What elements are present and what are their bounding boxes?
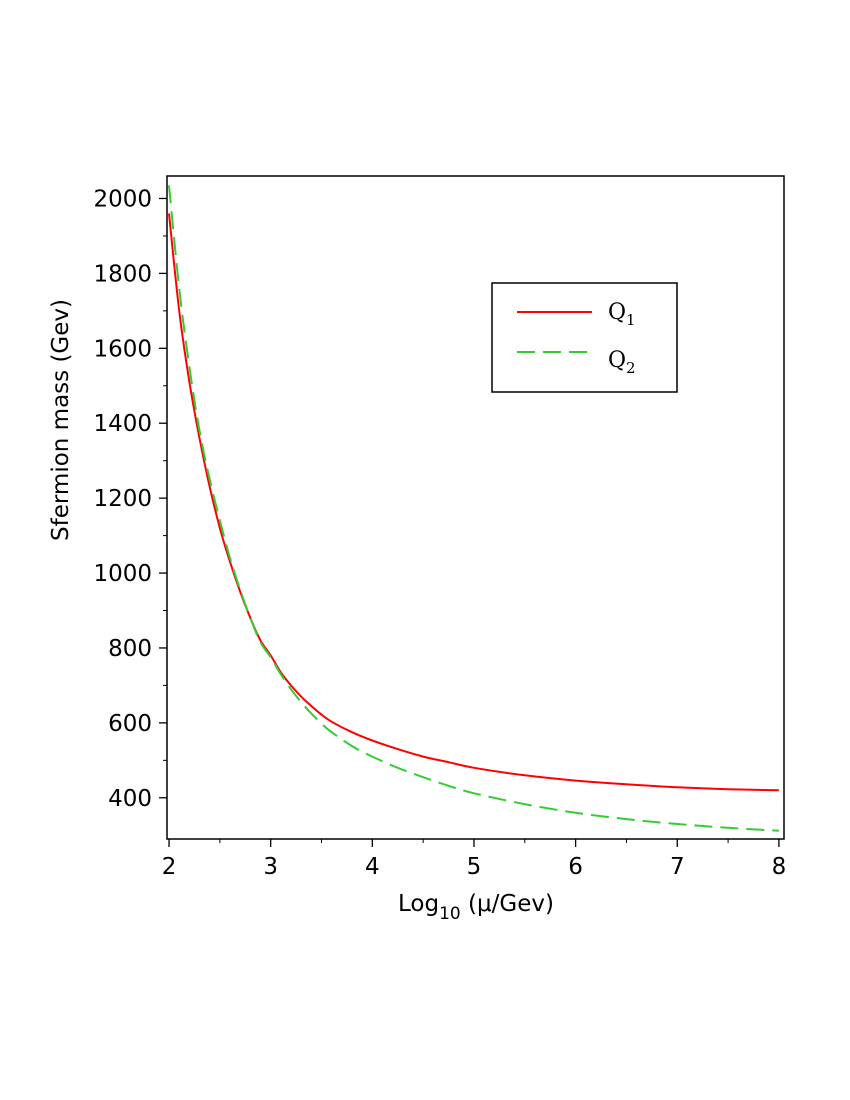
legend-label-q1: Q1 <box>608 300 636 329</box>
y-tick-label-600: 600 <box>108 711 152 737</box>
x-tick-label-6: 6 <box>568 854 583 880</box>
x-tick-label-2: 2 <box>162 854 177 880</box>
legend-label-q1-main: Q <box>608 300 626 325</box>
series-layer <box>168 185 779 832</box>
legend-label-q1-sub: 1 <box>626 311 636 329</box>
y-tick-label-1800: 1800 <box>93 261 152 287</box>
x-tick-label-3: 3 <box>263 854 278 880</box>
y-tick-label-1600: 1600 <box>93 336 152 362</box>
y-tick-label-2000: 2000 <box>93 186 152 212</box>
y-tick-label-1400: 1400 <box>93 411 152 437</box>
legend-label-q2: Q2 <box>608 348 636 377</box>
legend-label-q2-main: Q <box>608 348 626 373</box>
x-axis-label-base: Log <box>398 891 439 917</box>
legend-box <box>491 282 678 393</box>
y-axis-label: Sfermion mass (Gev) <box>48 299 74 541</box>
x-tick-label-7: 7 <box>670 854 685 880</box>
legend-label-q2-sub: 2 <box>626 359 636 377</box>
series-line-q1 <box>168 213 779 792</box>
y-axis: 400 600 800 1000 1200 1400 1600 1800 2000 <box>93 186 167 812</box>
x-axis-label: Log10 (μ/Gev) <box>398 891 554 924</box>
y-tick-label-1000: 1000 <box>93 561 152 587</box>
y-tick-label-800: 800 <box>108 636 152 662</box>
x-axis-label-rest: (μ/Gev) <box>461 891 554 917</box>
legend: Q1 Q2 <box>491 282 678 393</box>
plot-area <box>166 175 785 840</box>
x-axis: 2 3 4 5 6 7 8 <box>162 839 787 880</box>
y-tick-label-1200: 1200 <box>93 486 152 512</box>
x-tick-label-5: 5 <box>467 854 482 880</box>
y-tick-label-400: 400 <box>108 786 152 812</box>
x-axis-label-subscript: 10 <box>439 904 461 924</box>
x-tick-label-4: 4 <box>365 854 380 880</box>
x-tick-label-8: 8 <box>772 854 787 880</box>
series-line-q2 <box>168 185 779 832</box>
